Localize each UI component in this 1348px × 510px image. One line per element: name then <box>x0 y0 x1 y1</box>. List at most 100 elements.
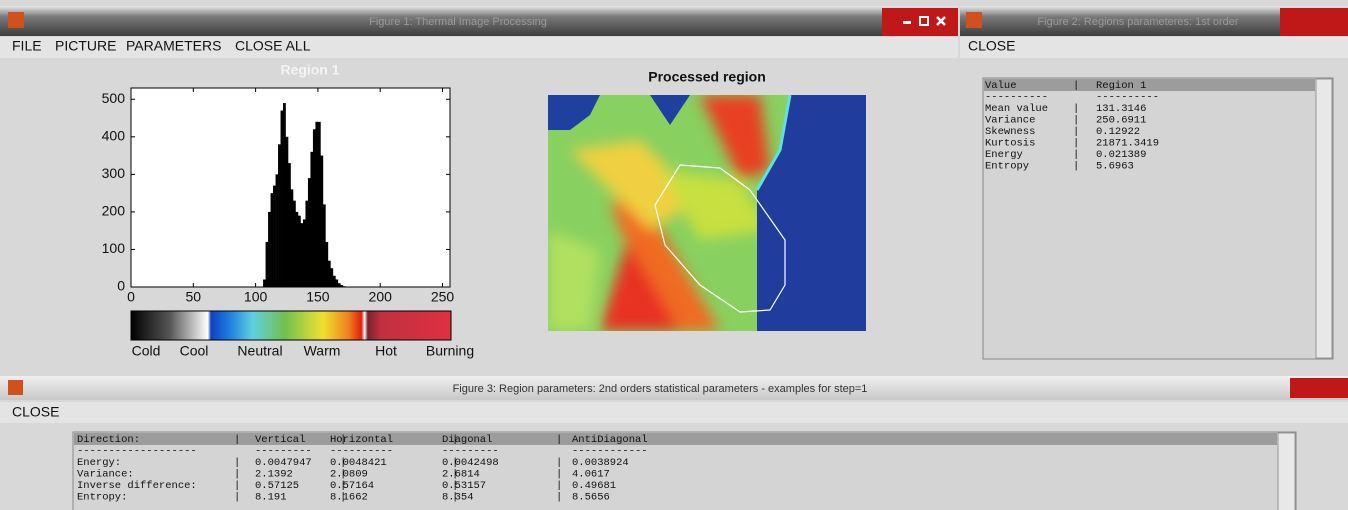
x-tick-label: 150 <box>306 289 330 305</box>
menu-bar <box>960 37 1348 58</box>
colorbar-label: Warm <box>304 343 341 359</box>
column-header: Vertical <box>255 434 305 446</box>
menu-bar <box>0 402 1348 423</box>
column-header: Region 1 <box>1096 80 1146 92</box>
y-tick-label: 300 <box>102 165 126 181</box>
histogram-bar <box>320 156 323 287</box>
scrollbar[interactable] <box>1316 79 1332 358</box>
y-tick-label: 500 <box>102 90 126 106</box>
cell: 250.6911 <box>1096 114 1146 126</box>
separator: | <box>452 491 458 503</box>
separator: | <box>452 434 458 446</box>
separator: | <box>556 434 562 446</box>
histogram-bar <box>278 144 281 287</box>
cell: ---------- <box>330 445 393 457</box>
scrollbar[interactable] <box>1278 433 1295 510</box>
separator: | <box>556 468 562 480</box>
y-tick-label: 0 <box>117 278 125 294</box>
separator: | <box>556 491 562 503</box>
cell: ------------------- <box>77 445 197 457</box>
cell: 21871.3419 <box>1096 137 1159 149</box>
app-icon <box>8 380 23 395</box>
cell: Skewness <box>985 126 1035 138</box>
colorbar <box>131 311 451 340</box>
menu-item[interactable]: CLOSE <box>12 404 59 420</box>
colorbar-label: Burning <box>426 343 474 359</box>
y-tick-label: 400 <box>102 128 126 144</box>
separator: | <box>340 480 346 492</box>
cell: 8.1662 <box>330 491 368 503</box>
separator: | <box>340 491 346 503</box>
histogram-bar <box>288 163 291 287</box>
menu-item[interactable]: PARAMETERS <box>126 38 221 54</box>
histogram-bar <box>298 216 301 287</box>
separator: | <box>1073 160 1079 172</box>
page: Figure 1: Thermal Image Processing FILE … <box>0 0 1348 510</box>
separator: | <box>452 480 458 492</box>
cell: 2.6814 <box>442 468 480 480</box>
colorbar-label: Cold <box>132 343 161 359</box>
menu-item[interactable]: PICTURE <box>55 38 116 54</box>
cell: 0.12922 <box>1096 126 1140 138</box>
cell: Entropy: <box>77 491 127 503</box>
cell: Entropy <box>985 160 1029 172</box>
menu-item[interactable]: CLOSE <box>968 38 1015 54</box>
y-tick-label: 100 <box>102 240 126 256</box>
menu-item[interactable]: FILE <box>12 38 42 54</box>
cell: 5.6963 <box>1096 160 1134 172</box>
x-tick-label: 50 <box>186 289 202 305</box>
histogram-bar <box>300 223 303 287</box>
histogram-bar <box>335 279 338 287</box>
app-icon <box>8 12 24 28</box>
histogram-bar <box>310 152 313 287</box>
window-controls[interactable] <box>1280 8 1348 36</box>
x-tick-label: 200 <box>369 289 393 305</box>
menu-item[interactable]: CLOSE ALL <box>235 38 311 54</box>
separator: | <box>1073 126 1079 138</box>
minimize-icon <box>903 21 911 24</box>
window-controls[interactable] <box>1290 378 1348 398</box>
separator: | <box>234 480 240 492</box>
cell: ------------ <box>572 445 648 457</box>
thermal-image <box>548 95 866 331</box>
histogram-bar <box>293 201 296 287</box>
histogram-bar <box>318 122 321 287</box>
separator: | <box>452 468 458 480</box>
cell: 0.57164 <box>330 480 374 492</box>
window-title: Figure 3: Region parameters: 2nd orders … <box>453 383 868 395</box>
separator: | <box>234 457 240 469</box>
histogram-bar <box>333 276 336 287</box>
histogram-bar <box>273 186 276 287</box>
cell: 0.49681 <box>572 480 616 492</box>
histogram-bar <box>271 193 274 287</box>
histogram-bar <box>276 174 279 287</box>
histogram-bar <box>338 283 341 287</box>
histogram-bar <box>266 242 269 287</box>
cell: 0.0042498 <box>442 457 499 469</box>
selected-row <box>984 79 1315 91</box>
cell: 0.021389 <box>1096 149 1146 161</box>
separator: | <box>234 434 240 446</box>
column-header: AntiDiagonal <box>572 434 648 446</box>
colorbar-label: Hot <box>375 343 397 359</box>
histogram-bar <box>343 286 346 287</box>
app-icon <box>966 12 982 28</box>
histogram-bar <box>281 111 284 287</box>
cell: 2.0809 <box>330 468 368 480</box>
separator: | <box>1073 80 1079 92</box>
cell: 2.1392 <box>255 468 293 480</box>
column-header: Diagonal <box>442 434 492 446</box>
cell: Inverse difference: <box>77 480 197 492</box>
separator: | <box>234 491 240 503</box>
image-title: Processed region <box>648 69 766 85</box>
separator: | <box>340 468 346 480</box>
histogram-bar <box>315 122 318 287</box>
cell: --------- <box>442 445 499 457</box>
desktop: Figure 1: Thermal Image Processing FILE … <box>0 0 1348 510</box>
separator: | <box>556 480 562 492</box>
cell: 4.0617 <box>572 468 610 480</box>
histogram-bar <box>313 129 316 287</box>
listbox[interactable] <box>983 78 1333 359</box>
histogram-bar <box>268 212 271 287</box>
x-tick-label: 100 <box>244 289 268 305</box>
